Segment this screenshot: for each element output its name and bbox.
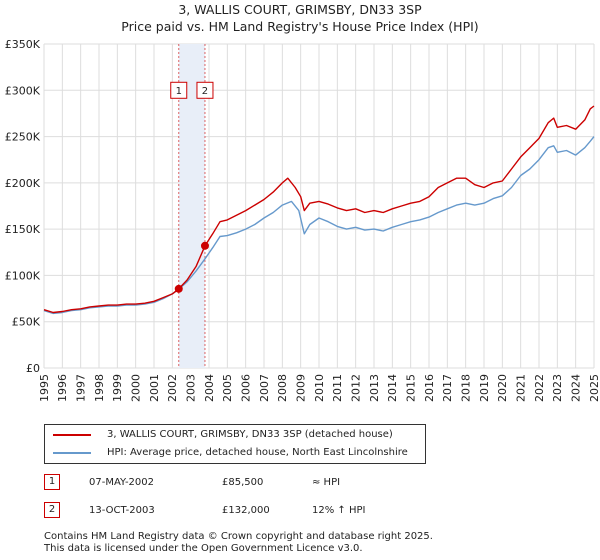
x-tick-label: 2009 bbox=[295, 374, 308, 402]
y-tick-label: £300K bbox=[5, 84, 41, 97]
y-tick-label: £350K bbox=[5, 38, 41, 51]
x-tick-label: 1995 bbox=[38, 374, 51, 402]
x-tick-label: 2019 bbox=[478, 374, 491, 402]
legend-label-property: 3, WALLIS COURT, GRIMSBY, DN33 3SP (deta… bbox=[107, 429, 393, 440]
y-tick-label: £250K bbox=[5, 131, 41, 144]
x-tick-label: 2011 bbox=[331, 374, 344, 402]
transaction-hpi: ≈ HPI bbox=[312, 477, 341, 488]
x-tick-label: 2001 bbox=[148, 374, 161, 402]
price-chart: 1 2 £0 £50K £100K £150K £200K £250K £300K £350K 1… bbox=[5, 38, 600, 402]
y-tick-label: £50K bbox=[12, 316, 41, 329]
x-tick-label: 2000 bbox=[130, 374, 143, 402]
x-tick-label: 2003 bbox=[185, 374, 198, 402]
chart-title: 3, WALLIS COURT, GRIMSBY, DN33 3SP bbox=[178, 2, 422, 17]
x-tick-label: 2025 bbox=[588, 374, 600, 402]
x-tick-label: 2013 bbox=[368, 374, 381, 402]
x-tick-label: 2021 bbox=[515, 374, 528, 402]
y-tick-label: £100K bbox=[5, 269, 41, 282]
x-tick-label: 2022 bbox=[533, 374, 546, 402]
y-tick-label: £200K bbox=[5, 177, 41, 190]
legend-swatch-property bbox=[53, 434, 91, 436]
x-tick-label: 2005 bbox=[221, 374, 234, 402]
x-tick-label: 2014 bbox=[386, 374, 399, 402]
x-tick-label: 1996 bbox=[56, 374, 69, 402]
sale-marker-label: 1 bbox=[176, 86, 182, 97]
x-tick-label: 2015 bbox=[405, 374, 418, 402]
x-tick-label: 2010 bbox=[313, 374, 326, 402]
x-tick-label: 1997 bbox=[75, 374, 88, 402]
transaction-price: £132,000 bbox=[222, 505, 270, 516]
property-price-line bbox=[43, 105, 595, 314]
x-tick-label: 2016 bbox=[423, 374, 436, 402]
chart-subtitle: Price paid vs. HM Land Registry's House … bbox=[121, 19, 479, 34]
footer-copyright: Contains HM Land Registry data © Crown c… bbox=[44, 531, 433, 542]
legend-label-hpi: HPI: Average price, detached house, Nort… bbox=[107, 447, 408, 458]
sale-point bbox=[174, 284, 183, 293]
x-tick-label: 1998 bbox=[93, 374, 106, 402]
sale-point bbox=[200, 241, 209, 250]
footer-licence: This data is licensed under the Open Gov… bbox=[44, 543, 363, 554]
transaction-hpi: 12% ↑ HPI bbox=[312, 505, 366, 516]
y-tick-label: £150K bbox=[5, 223, 41, 236]
sale-marker-label: 2 bbox=[202, 86, 208, 97]
x-tick-label: 2004 bbox=[203, 374, 216, 402]
x-tick-label: 2002 bbox=[166, 374, 179, 402]
transaction-number: 2 bbox=[44, 502, 60, 518]
x-tick-label: 2020 bbox=[496, 374, 509, 402]
x-tick-label: 2024 bbox=[570, 374, 583, 402]
x-tick-label: 2018 bbox=[460, 374, 473, 402]
x-tick-label: 2006 bbox=[240, 374, 253, 402]
hpi-line bbox=[43, 136, 595, 315]
transaction-date: 07-MAY-2002 bbox=[89, 477, 155, 488]
x-tick-label: 2012 bbox=[350, 374, 363, 402]
x-tick-label: 2008 bbox=[276, 374, 289, 402]
y-tick-label: £0 bbox=[26, 362, 40, 375]
x-tick-label: 2023 bbox=[551, 374, 564, 402]
transaction-number: 1 bbox=[44, 474, 60, 490]
x-tick-label: 2007 bbox=[258, 374, 271, 402]
legend: 3, WALLIS COURT, GRIMSBY, DN33 3SP (deta… bbox=[44, 424, 426, 464]
sale-marker-box bbox=[196, 81, 214, 99]
legend-swatch-hpi bbox=[53, 452, 91, 454]
sale-marker-box bbox=[170, 81, 188, 99]
transaction-date: 13-OCT-2003 bbox=[89, 505, 155, 516]
x-tick-label: 2017 bbox=[441, 374, 454, 402]
transaction-price: £85,500 bbox=[222, 477, 264, 488]
x-tick-label: 1999 bbox=[111, 374, 124, 402]
